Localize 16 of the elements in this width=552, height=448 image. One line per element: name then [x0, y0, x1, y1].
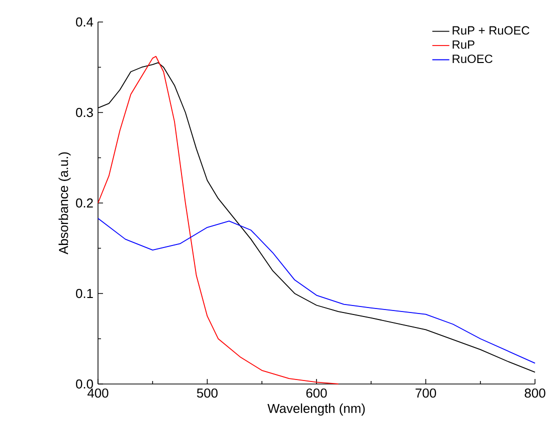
legend-label: RuOEC — [452, 54, 492, 64]
y-axis-title: Absorbance (a.u.) — [58, 152, 71, 254]
x-tick-label: 700 — [416, 388, 436, 398]
y-tick-label: 0.4 — [76, 17, 94, 27]
y-tick-label: 0.0 — [76, 379, 93, 389]
x-tick-label: 800 — [524, 388, 546, 398]
y-tick-label: 0.3 — [76, 108, 93, 118]
y-tick-label: 0.1 — [76, 288, 93, 298]
x-tick-label: 500 — [196, 388, 218, 398]
line-series — [98, 218, 536, 364]
legend-label: RuP + RuOEC — [452, 26, 530, 35]
legend-label: RuP — [452, 40, 474, 49]
x-tick-label: 400 — [88, 388, 108, 398]
x-axis-title: Wavelength (nm) — [268, 403, 365, 416]
y-tick-label: 0.2 — [76, 198, 93, 208]
x-tick-label: 600 — [306, 388, 327, 398]
